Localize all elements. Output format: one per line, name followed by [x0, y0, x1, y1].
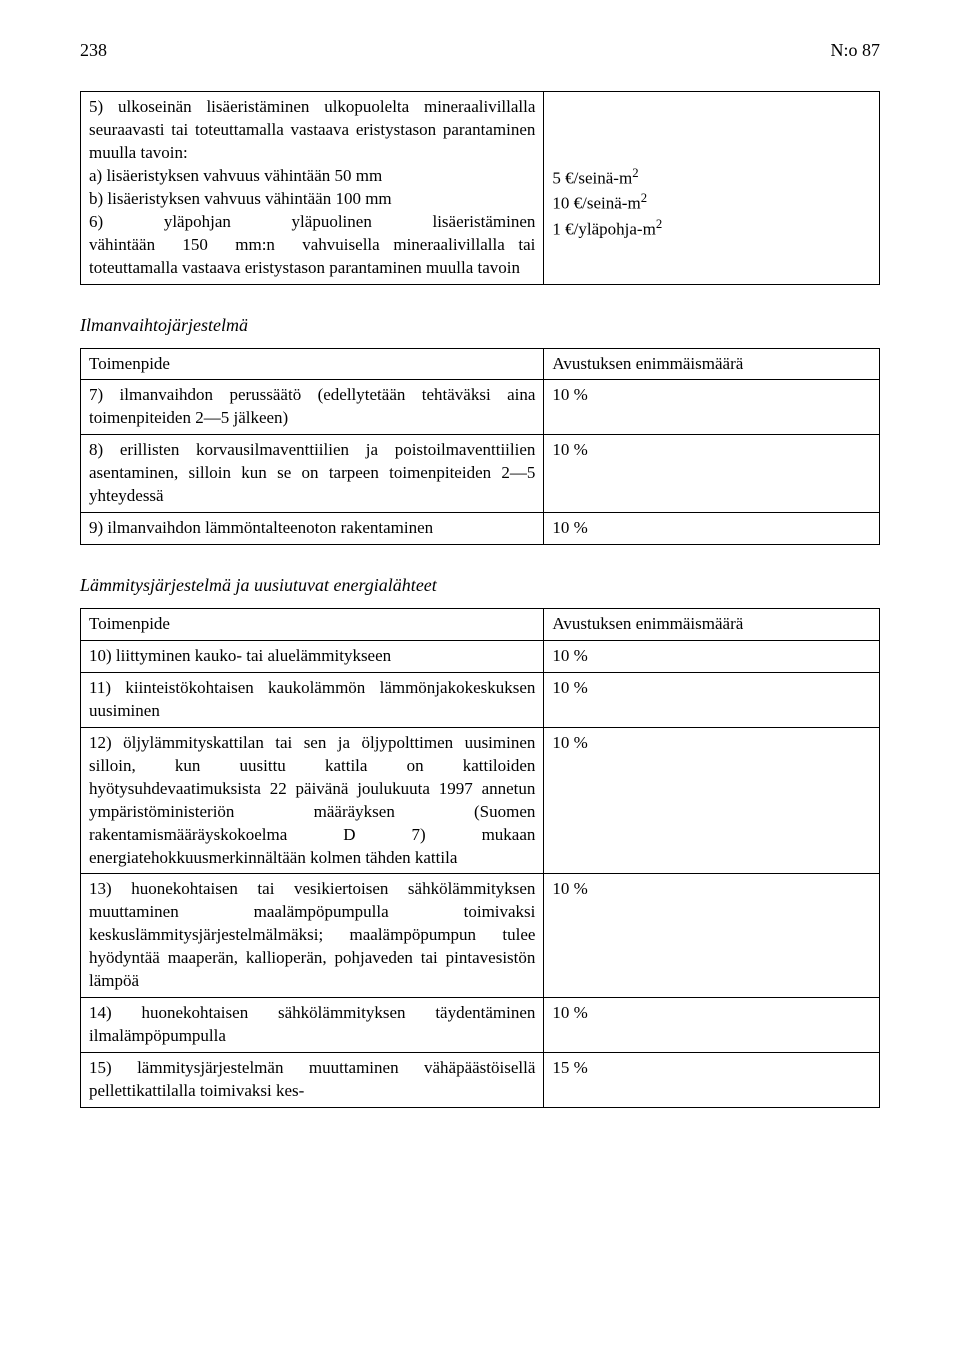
table3-row0-right: 10 %: [544, 641, 880, 673]
table3-row2-right: 10 %: [544, 727, 880, 874]
table2-header-right: Avustuksen enimmäismäärä: [544, 348, 880, 380]
table3-row0-left: 10) liittyminen kauko- tai aluelämmityks…: [81, 641, 544, 673]
table2-row2-left: 9) ilmanvaihdon lämmöntalteenoton rakent…: [81, 513, 544, 545]
table2-header-left: Toimenpide: [81, 348, 544, 380]
table2-row2-right: 10 %: [544, 513, 880, 545]
table2-row0-right: 10 %: [544, 380, 880, 435]
table3-row3-left: 13) huonekohtaisen tai vesikiertoisen sä…: [81, 874, 544, 998]
table-2: Toimenpide Avustuksen enimmäismäärä 7) i…: [80, 348, 880, 546]
table3-header-left: Toimenpide: [81, 609, 544, 641]
table-3: Toimenpide Avustuksen enimmäismäärä 10) …: [80, 608, 880, 1108]
page-number-right: N:o 87: [831, 40, 881, 61]
table3-row5-left: 15) lämmitysjärjestelmän muuttaminen väh…: [81, 1053, 544, 1108]
table1-cell-left: 5) ulkoseinän lisäeristäminen ulkopuolel…: [81, 92, 544, 285]
section3-title: Lämmitysjärjestelmä ja uusiutuvat energi…: [80, 575, 880, 596]
table2-row1-right: 10 %: [544, 435, 880, 513]
page-number-left: 238: [80, 40, 107, 61]
section2-title: Ilmanvaihtojärjestelmä: [80, 315, 880, 336]
table-1: 5) ulkoseinän lisäeristäminen ulkopuolel…: [80, 91, 880, 285]
table3-header-right: Avustuksen enimmäismäärä: [544, 609, 880, 641]
table3-row2-left: 12) öljylämmityskattilan tai sen ja öljy…: [81, 727, 544, 874]
page-header: 238 N:o 87: [80, 40, 880, 61]
table3-row1-left: 11) kiinteistökohtaisen kaukolämmön lämm…: [81, 672, 544, 727]
table2-row0-left: 7) ilmanvaihdon perussäätö (edellytetään…: [81, 380, 544, 435]
table3-row1-right: 10 %: [544, 672, 880, 727]
table3-row3-right: 10 %: [544, 874, 880, 998]
table3-row4-right: 10 %: [544, 998, 880, 1053]
table2-row1-left: 8) erillisten korvausilmaventtiilien ja …: [81, 435, 544, 513]
table1-cell-right: 5 €/seinä-m210 €/seinä-m21 €/yläpohja-m2: [544, 92, 880, 285]
table3-row5-right: 15 %: [544, 1053, 880, 1108]
page-container: 238 N:o 87 5) ulkoseinän lisäeristäminen…: [0, 0, 960, 1176]
table3-row4-left: 14) huonekohtaisen sähkölämmityksen täyd…: [81, 998, 544, 1053]
